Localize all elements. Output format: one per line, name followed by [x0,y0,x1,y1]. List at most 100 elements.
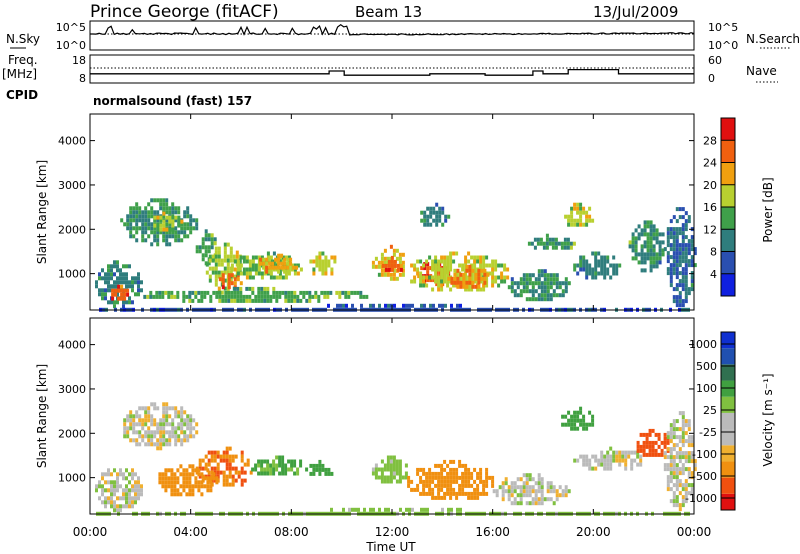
heatmap-cell [669,263,673,268]
heatmap-cell [116,276,119,281]
power-colorbar-segment [721,184,735,207]
heatmap-cell [482,255,486,260]
heatmap-cell [323,290,327,295]
heatmap-cell [464,271,468,276]
heatmap-cell [239,290,243,295]
heatmap-cell [116,504,119,509]
heatmap-cell [573,422,577,427]
heatmap-cell [266,251,270,256]
heatmap-cell [234,466,238,471]
heatmap-cell [579,267,583,272]
heatmap-cell [208,258,212,263]
heatmap-cell [191,492,195,497]
heatmap-cell [585,214,589,219]
heatmap-cell [684,431,688,436]
heatmap-cell [458,475,462,480]
heatmap-cell [416,267,420,272]
heatmap-cell [318,255,322,260]
heatmap-cell [545,241,549,246]
heatmap-cell [231,482,235,487]
heatmap-cell [548,237,552,242]
heatmap-cell [473,255,477,260]
heatmap-cell [555,293,559,298]
heatmap-cell [220,290,224,295]
heatmap-cell [655,256,659,261]
heatmap-cell [201,458,205,463]
heatmap-cell [299,267,303,272]
heatmap-cell [177,234,181,239]
heatmap-cell [125,468,128,473]
heatmap-cell [672,215,676,220]
heatmap-cell [269,275,273,280]
heatmap-cell [116,496,119,501]
heatmap-cell [513,293,517,298]
heatmap-cell [383,260,387,265]
noise-ytick-top-right: 10^5 [708,21,738,34]
heatmap-cell [386,475,390,480]
heatmap-cell [495,489,499,494]
heatmap-cell [678,447,682,452]
heatmap-cell [114,288,118,293]
heatmap-cell [446,491,450,496]
heatmap-cell [180,442,184,447]
heatmap-cell [681,431,685,436]
heatmap-cell [672,455,676,460]
heatmap-cell [494,279,498,284]
heatmap-cell [123,292,127,297]
heatmap-cell [177,238,181,243]
heatmap-cell [176,492,180,497]
heatmap-cell [477,272,481,277]
heatmap-region [492,473,571,506]
heatmap-cell [434,471,438,476]
heatmap-cell [446,283,450,288]
heatmap-cell [219,470,223,475]
heatmap-cell [684,287,688,292]
heatmap-cell [180,406,184,411]
heatmap-cell [262,257,266,262]
beam-label: Beam 13 [355,3,422,21]
heatmap-cell [655,260,659,265]
heatmap-cell [315,467,319,472]
heatmap-cell [450,507,453,512]
heatmap-cell [180,430,184,435]
heatmap-cell [171,206,175,211]
heatmap-cell [513,485,517,490]
heatmap-cell [646,252,650,257]
heatmap-cell [440,471,444,476]
heatmap-cell [669,475,673,480]
heatmap-cell [652,248,656,253]
heatmap-cell [669,463,673,468]
heatmap-cell [168,222,172,227]
nsky-line [90,23,695,36]
heatmap-cell [135,442,139,447]
heatmap-cell [234,454,238,459]
heatmap-cell [528,485,532,490]
heatmap-cell [497,283,501,288]
heatmap-cell [221,277,225,282]
heatmap-cell [189,214,193,219]
heatmap-cell [156,406,160,411]
heatmap-cell [210,454,214,459]
heatmap-cell [690,455,694,460]
heatmap-cell [549,489,553,494]
heatmap-cell [254,267,258,272]
heatmap-cell [669,427,673,432]
heatmap-cell [455,271,459,276]
heatmap-cell [173,492,177,497]
heatmap-cell [675,471,679,476]
heatmap-cell [201,241,205,246]
heatmap-cell [134,484,137,489]
heatmap-cell [156,227,160,232]
heatmap-cell [159,442,163,447]
heatmap-cell [272,290,276,295]
heatmap-cell [687,459,691,464]
heatmap-cell [383,256,387,261]
heatmap-cell [135,230,139,235]
heatmap-cell [534,297,538,302]
heatmap-cell [678,299,682,304]
heatmap-cell [129,218,133,223]
heatmap-cell [681,495,685,500]
heatmap-cell [440,267,444,272]
heatmap-cell [222,454,226,459]
heatmap-cell [194,294,198,299]
